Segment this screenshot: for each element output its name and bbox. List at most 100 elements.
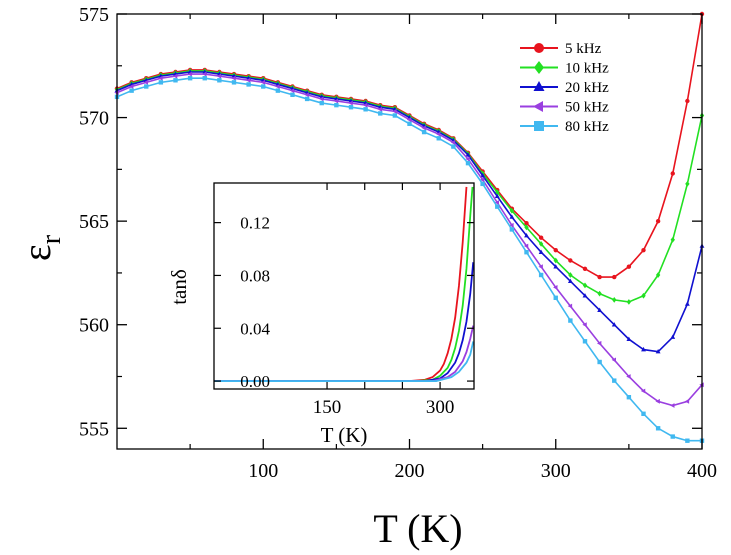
x-tick-label: 100 <box>248 460 278 482</box>
data-point <box>495 204 500 209</box>
data-point <box>275 84 280 89</box>
data-point <box>158 75 163 81</box>
x-tick-label: 400 <box>687 460 717 482</box>
data-point <box>319 96 324 102</box>
data-point <box>611 357 617 363</box>
inset-y-axis-label: tanδ <box>167 269 191 305</box>
data-point <box>567 303 573 309</box>
data-point <box>378 111 383 116</box>
inset-background <box>214 183 474 389</box>
data-point <box>597 359 602 365</box>
data-point <box>685 180 690 187</box>
data-point <box>260 79 266 85</box>
data-point <box>670 403 675 408</box>
data-point <box>128 84 134 89</box>
data-point <box>479 177 485 183</box>
data-point <box>450 140 456 145</box>
data-point <box>246 82 251 87</box>
data-point <box>216 73 222 79</box>
data-point <box>568 318 573 323</box>
inset-y-tick-label: 0.00 <box>240 372 270 391</box>
legend-label: 20 kHz <box>565 80 609 96</box>
data-point <box>523 243 529 249</box>
legend: 5 kHz 10 kHz 20 kHz 50 kHz 80 kHz <box>520 41 609 135</box>
data-point <box>333 98 339 104</box>
data-point <box>421 129 427 135</box>
data-point <box>597 274 602 280</box>
data-point <box>392 108 397 114</box>
legend-label: 10 kHz <box>565 61 609 77</box>
data-point <box>465 152 471 157</box>
legend-marker <box>534 121 544 131</box>
data-point <box>144 84 149 89</box>
data-point <box>582 322 587 328</box>
data-point <box>451 144 456 149</box>
data-point <box>612 378 617 383</box>
y-axis-label-main: ε <box>14 244 59 261</box>
data-point <box>289 88 295 94</box>
legend-label: 5 kHz <box>565 41 602 57</box>
data-point <box>173 78 178 83</box>
data-point <box>641 247 646 253</box>
data-point <box>568 258 573 263</box>
inset-x-tick-label: 150 <box>313 397 342 418</box>
data-point <box>494 200 500 205</box>
y-tick-label: 565 <box>79 211 109 233</box>
data-point <box>202 76 207 81</box>
data-point <box>143 79 149 85</box>
data-point <box>538 264 543 270</box>
data-point <box>304 92 309 98</box>
y-tick-label: 575 <box>79 4 109 26</box>
data-point <box>290 92 295 97</box>
data-point <box>553 264 559 269</box>
data-point <box>670 171 675 176</box>
data-point <box>655 272 661 278</box>
data-point <box>187 76 193 81</box>
data-point <box>553 257 558 264</box>
data-point <box>172 73 178 79</box>
data-point <box>421 125 426 131</box>
inset-frame <box>213 182 475 390</box>
x-axis-label: T (K) <box>373 506 462 551</box>
data-point <box>319 100 324 106</box>
data-point <box>568 272 573 278</box>
data-point <box>524 221 529 226</box>
legend-entry: 20 kHz <box>520 80 609 96</box>
data-point <box>641 411 646 416</box>
data-point <box>684 301 690 306</box>
data-point <box>524 224 529 231</box>
data-point <box>202 71 207 77</box>
data-point <box>684 398 690 404</box>
x-tick-label: 200 <box>395 460 425 482</box>
x-tick-label: 300 <box>541 460 571 482</box>
data-point <box>392 113 398 118</box>
legend-label: 80 kHz <box>565 119 609 135</box>
y-tick-label: 555 <box>79 418 109 440</box>
data-point <box>377 106 383 112</box>
data-point <box>626 336 632 341</box>
data-point <box>553 295 558 300</box>
data-point <box>582 266 588 271</box>
legend-marker <box>534 61 544 74</box>
data-point <box>436 131 441 137</box>
data-point <box>406 117 412 123</box>
inset-y-tick-label: 0.12 <box>240 214 270 233</box>
data-point <box>217 78 222 83</box>
data-point <box>348 100 353 106</box>
data-point <box>582 339 588 344</box>
data-point <box>509 222 514 228</box>
data-point <box>465 160 471 166</box>
data-point <box>655 426 661 431</box>
data-point <box>582 282 588 289</box>
data-point <box>231 75 236 81</box>
y-axis-label-sub: r <box>36 234 67 244</box>
data-point <box>524 250 529 255</box>
inset-y-tick-label: 0.04 <box>240 319 270 338</box>
y-axis-label: εr <box>14 234 67 261</box>
data-point <box>158 80 164 85</box>
data-point <box>626 264 632 269</box>
y-tick-label: 560 <box>79 315 109 337</box>
data-point <box>553 247 558 253</box>
legend-label: 50 kHz <box>565 100 609 116</box>
